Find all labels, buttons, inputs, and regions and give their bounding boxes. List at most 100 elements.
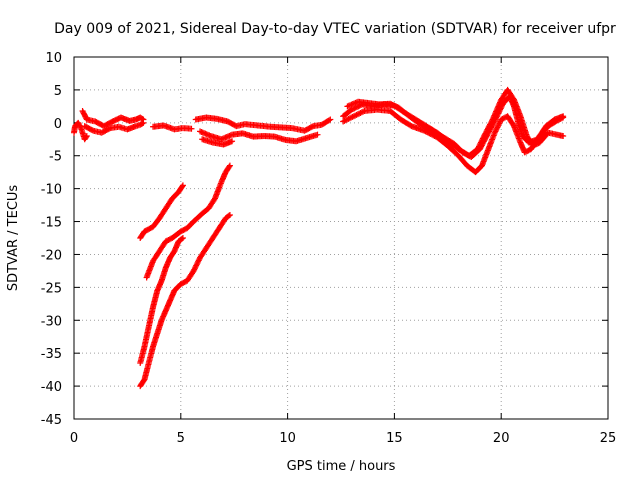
data-point <box>190 267 197 274</box>
data-point <box>497 106 504 113</box>
data-point <box>342 117 349 124</box>
data-point <box>493 125 500 132</box>
data-point <box>327 116 334 123</box>
y-tick-label: -45 <box>41 413 62 428</box>
y-tick-label: 0 <box>54 117 62 132</box>
series-track-1 <box>71 119 90 143</box>
axis-ticks <box>73 56 609 420</box>
y-tick-label: -30 <box>41 314 62 329</box>
data-point <box>193 261 200 268</box>
data-point <box>309 123 316 130</box>
x-tick-label: 5 <box>177 431 185 446</box>
x-tick-label: 20 <box>493 431 510 446</box>
chart-title: Day 009 of 2021, Sidereal Day-to-day VTE… <box>54 21 616 37</box>
data-point <box>357 109 364 116</box>
data-point <box>179 235 186 241</box>
series-track-6 <box>197 128 321 145</box>
grid-lines <box>74 57 608 419</box>
x-tick-label: 25 <box>600 431 617 446</box>
x-axis-label: GPS time / hours <box>287 459 396 474</box>
data-point <box>191 266 198 273</box>
data-point <box>192 263 199 270</box>
series-track-3 <box>81 119 147 136</box>
series-track-13 <box>137 235 186 367</box>
data-point <box>326 117 333 124</box>
data-point <box>314 131 321 138</box>
series-track-2 <box>79 107 147 130</box>
data-point <box>356 110 363 117</box>
data-point <box>493 113 500 120</box>
data-point <box>496 107 503 114</box>
data-point <box>360 108 367 115</box>
data-point <box>493 127 500 134</box>
x-tick-label: 0 <box>70 431 78 446</box>
data-point <box>492 128 499 135</box>
data-point <box>494 111 501 118</box>
data-point <box>195 258 202 265</box>
data-point <box>340 118 347 125</box>
data-point <box>495 121 502 128</box>
data-point <box>495 110 502 117</box>
data-point <box>345 115 352 122</box>
series-track-12 <box>143 162 233 281</box>
data-point <box>139 120 146 127</box>
data-point <box>106 125 113 132</box>
data-point <box>225 212 232 219</box>
y-tick-label: 10 <box>45 51 62 66</box>
plot-frame <box>73 56 609 420</box>
data-point <box>348 114 355 121</box>
y-axis-label: SDTVAR / TECUs <box>6 185 21 292</box>
data-point <box>226 163 233 170</box>
y-tick-label: -5 <box>49 150 62 165</box>
data-point <box>499 102 506 109</box>
data-point <box>178 235 185 242</box>
y-tick-label: 5 <box>54 84 62 99</box>
data-point <box>494 124 501 131</box>
data-point <box>496 119 503 126</box>
y-tick-label: -25 <box>41 281 62 296</box>
data-point <box>89 127 96 134</box>
data-point <box>496 120 503 127</box>
data-point <box>352 112 359 119</box>
series-track-5 <box>192 114 334 134</box>
data-point <box>349 113 356 120</box>
y-tick-label: -20 <box>41 248 62 263</box>
y-axis-tick-labels: 10 5 0 -5 -10 -15 -20 -25 -30 -35 -40 -45 <box>41 51 62 428</box>
data-point <box>211 196 218 203</box>
data-point <box>188 125 195 132</box>
x-axis-tick-labels: 0 5 10 15 20 25 <box>70 431 616 446</box>
series-track-7 <box>199 136 236 148</box>
series-track-11 <box>137 182 186 241</box>
y-tick-label: -35 <box>41 347 62 362</box>
data-point <box>341 117 348 124</box>
data-point <box>179 183 186 190</box>
data-point <box>83 134 90 141</box>
data-point <box>179 182 186 189</box>
x-tick-label: 10 <box>279 431 296 446</box>
data-point <box>353 111 360 118</box>
data-point <box>344 116 351 123</box>
data-point <box>140 119 147 126</box>
data-point <box>194 260 201 267</box>
data-point <box>226 162 233 169</box>
y-tick-label: -40 <box>41 380 62 395</box>
data-point <box>498 104 505 111</box>
data-point <box>346 115 353 122</box>
data-point <box>75 121 82 128</box>
data-point <box>76 122 83 129</box>
data-point <box>497 105 504 112</box>
data-point <box>560 113 567 120</box>
data-point <box>350 113 357 120</box>
data-point <box>193 262 200 269</box>
data-point <box>75 119 82 126</box>
y-tick-label: -10 <box>41 183 62 198</box>
data-point <box>491 129 498 136</box>
data-point <box>226 211 233 218</box>
data-point <box>83 132 90 139</box>
data-point <box>560 132 567 139</box>
data-point <box>77 123 84 130</box>
series-track-10 <box>344 93 567 161</box>
data-point <box>195 257 202 264</box>
data-point <box>510 121 517 128</box>
